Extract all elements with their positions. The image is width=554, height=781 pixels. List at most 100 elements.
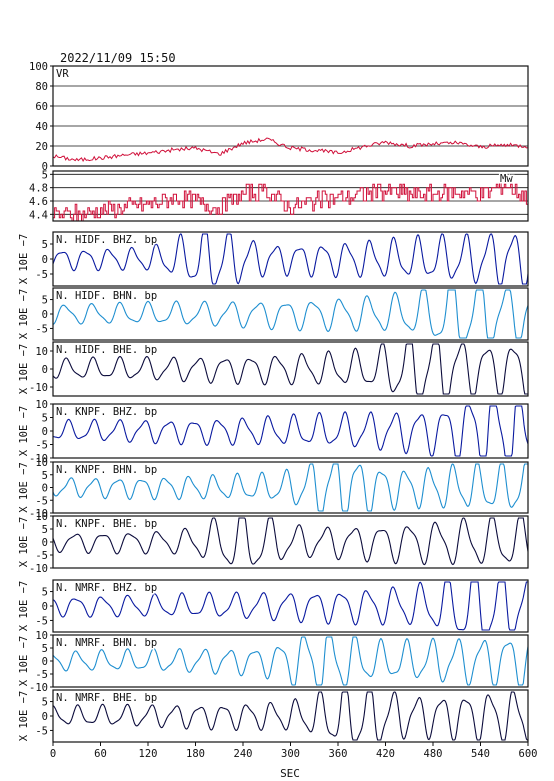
panel-label: N. KNPF. BHE. bp [56, 518, 157, 530]
waveform-line [52, 581, 528, 631]
panel-label: N. HIDF. BHE. bp [56, 344, 157, 356]
y-tick-label: 5 [42, 524, 48, 536]
y-tick-label: 5 [42, 643, 48, 655]
x-axis: 0 60 120 180 240 300 360 420 480 540 600 [50, 742, 537, 760]
x-tick-label: 240 [234, 748, 253, 760]
y-tick-label: -5 [35, 269, 48, 281]
x-tick-label: 60 [94, 748, 107, 760]
waveform-line [52, 691, 528, 741]
series-line [53, 177, 528, 222]
y-tick-label: 5 [42, 587, 48, 599]
panel-label: N. KNPF. BHZ. bp [56, 406, 157, 418]
panel-8: -5 0 5 X 10E −7 N. NMRF. BHZ. bp [18, 579, 529, 633]
panel-frame [52, 403, 529, 459]
y-tick-label: 0 [42, 364, 48, 376]
panel-label: N. HIDF. BHN. bp [56, 290, 157, 302]
panel-label: Mw [500, 173, 513, 185]
y-unit-label: X 10E −7 [18, 344, 30, 395]
waveform-line [52, 463, 528, 512]
y-tick-label: -10 [29, 682, 48, 694]
x-tick-label: 0 [50, 748, 56, 760]
panel-3: -5 0 5 X 10E −7 N. HIDF. BHN. bp [18, 287, 529, 341]
y-tick-label: 80 [35, 81, 48, 93]
y-tick-label: 100 [29, 61, 48, 73]
y-tick-label: -5 [35, 669, 48, 681]
panel-0: 0 20 40 60 80 100 VR [29, 61, 529, 173]
y-tick-label: 5 [42, 470, 48, 482]
y-tick-label: -10 [29, 382, 48, 394]
y-unit-label: X 10E −7 [18, 691, 30, 742]
x-tick-label: 300 [281, 748, 300, 760]
panel-frame [52, 579, 529, 633]
y-tick-label: -5 [35, 615, 48, 627]
y-unit-label: X 10E −7 [18, 581, 30, 632]
y-tick-label: -5 [35, 323, 48, 335]
y-tick-label: -10 [29, 453, 48, 465]
x-tick-label: 480 [424, 748, 443, 760]
y-tick-label: 4.4 [29, 209, 48, 221]
y-tick-label: 20 [35, 141, 48, 153]
y-tick-label: 10 [35, 630, 48, 642]
y-tick-label: 0 [42, 711, 48, 723]
panel-label: N. KNPF. BHN. bp [56, 464, 157, 476]
y-tick-label: 40 [35, 121, 48, 133]
y-tick-label: -5 [35, 550, 48, 562]
panel-frame [52, 231, 529, 287]
y-unit-label: X 10E −7 [18, 234, 30, 285]
panel-10: -5 0 5 X 10E −7 N. NMRF. BHE. bp [18, 689, 529, 743]
y-tick-label: 10 [35, 399, 48, 411]
y-tick-label: 5 [42, 239, 48, 251]
y-unit-label: X 10E −7 [18, 289, 30, 340]
panel-frame [52, 65, 529, 167]
y-tick-label: 0 [42, 483, 48, 495]
y-tick-label: 4.6 [29, 196, 48, 208]
y-unit-label: X 10E −7 [18, 462, 30, 513]
y-tick-label: 5 [42, 697, 48, 709]
panel-label: N. NMRF. BHE. bp [56, 692, 157, 704]
y-tick-label: -10 [29, 508, 48, 520]
datetime-header: 2022/11/09 15:50 [60, 51, 176, 65]
y-tick-label: 10 [35, 457, 48, 469]
panel-frame [52, 170, 529, 222]
x-axis-label: SEC [280, 767, 300, 780]
y-tick-label: 0 [42, 656, 48, 668]
y-tick-label: 10 [35, 346, 48, 358]
waveform-line [52, 233, 529, 285]
x-tick-label: 120 [139, 748, 158, 760]
y-tick-label: 0 [42, 426, 48, 438]
x-tick-label: 540 [471, 748, 490, 760]
panel-1: 4.44.64.8 5 Mw [29, 169, 529, 222]
panel-frame [52, 634, 529, 688]
waveform-line [52, 517, 529, 566]
x-tick-label: 180 [186, 748, 205, 760]
x-tick-label: 420 [376, 748, 395, 760]
y-tick-label: 0 [42, 254, 48, 266]
y-tick-label: -5 [35, 725, 48, 737]
y-tick-label: 0 [42, 161, 48, 173]
y-tick-label: -5 [35, 440, 48, 452]
panel-label: N. NMRF. BHN. bp [56, 637, 157, 649]
y-tick-label: 0 [42, 309, 48, 321]
y-tick-label: 60 [35, 101, 48, 113]
y-tick-label: 5 [42, 413, 48, 425]
panel-label: VR [56, 68, 69, 80]
y-tick-label: 5 [42, 295, 48, 307]
panel-frame [52, 287, 529, 341]
waveform-line [52, 636, 529, 686]
y-tick-label: -5 [35, 495, 48, 507]
waveform-line [52, 405, 529, 457]
series-line [52, 137, 529, 163]
y-tick-label: 0 [42, 537, 48, 549]
y-tick-label: 5 [42, 169, 48, 181]
panel-frame [52, 515, 529, 569]
panel-5: -10-5 05 10 X 10E −7 N. KNPF. BHZ. bp [18, 399, 529, 465]
y-tick-label: -10 [29, 563, 48, 575]
panel-label: N. NMRF. BHZ. bp [56, 582, 157, 594]
x-tick-label: 360 [329, 748, 348, 760]
panel-frame [52, 341, 529, 397]
y-tick-label: 10 [35, 511, 48, 523]
